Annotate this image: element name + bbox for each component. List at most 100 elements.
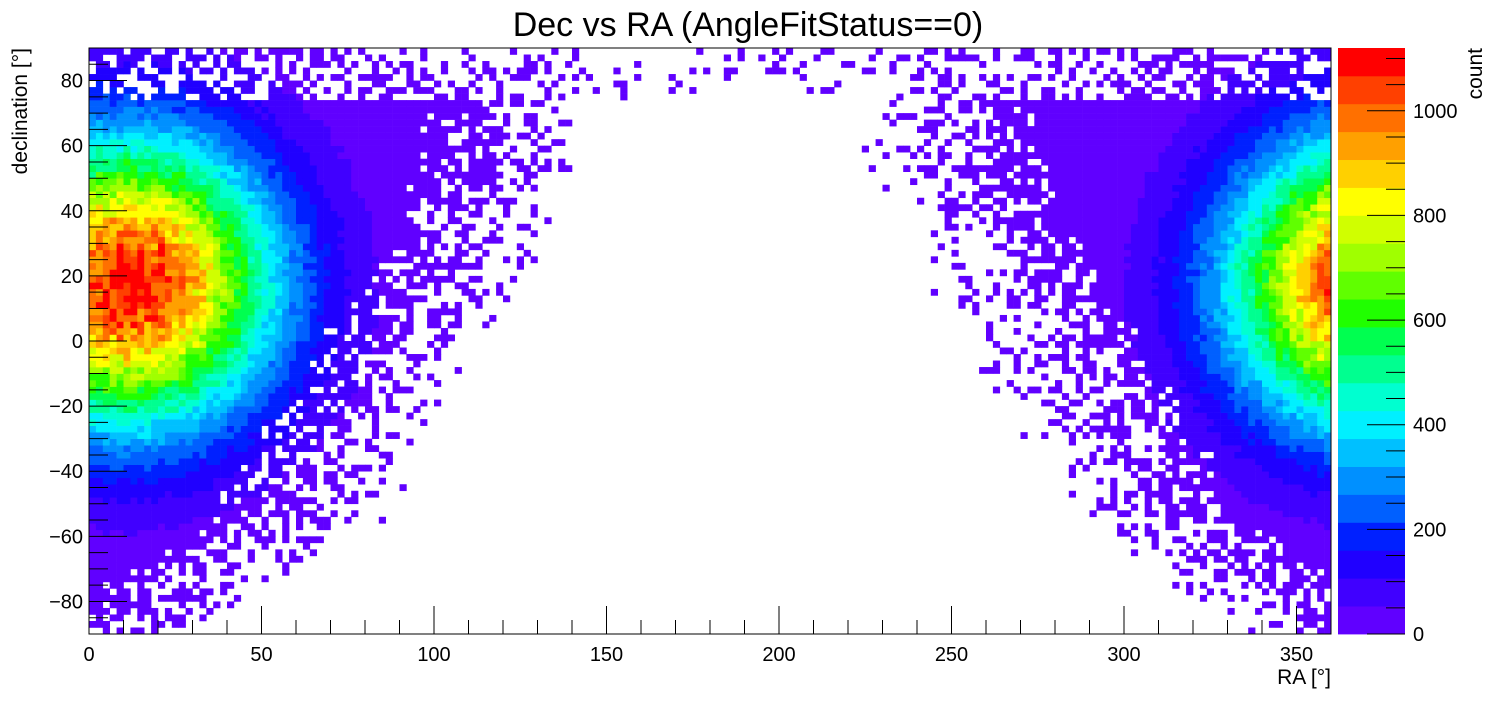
- heatmap-cell: [1096, 425, 1104, 433]
- heatmap-cell: [489, 171, 497, 179]
- heatmap-cell: [289, 230, 297, 238]
- heatmap-cell: [289, 100, 297, 107]
- heatmap-cell: [358, 93, 366, 101]
- heatmap-cell: [158, 399, 166, 407]
- heatmap-cell: [1048, 230, 1056, 238]
- heatmap-cell: [516, 132, 524, 140]
- heatmap-cell: [316, 204, 324, 212]
- heatmap-cell: [1048, 223, 1056, 231]
- heatmap-cell: [95, 406, 104, 413]
- heatmap-cell: [461, 230, 469, 238]
- heatmap-cell: [199, 126, 207, 133]
- heatmap-cell: [123, 445, 131, 452]
- heatmap-cell: [137, 249, 145, 257]
- heatmap-cell: [282, 380, 290, 387]
- heatmap-cell: [972, 171, 980, 179]
- heatmap-cell: [116, 132, 124, 140]
- heatmap-cell: [95, 275, 104, 283]
- heatmap-cell: [1103, 74, 1111, 81]
- heatmap-cell: [158, 451, 166, 459]
- heatmap-cell: [240, 204, 248, 212]
- heatmap-cell: [95, 367, 104, 374]
- heatmap-cell: [344, 145, 352, 153]
- heatmap-cell: [261, 327, 269, 335]
- heatmap-cell: [1068, 399, 1076, 407]
- heatmap-cell: [337, 445, 345, 452]
- heatmap-cell: [358, 171, 366, 179]
- heatmap-cell: [240, 80, 248, 88]
- heatmap-cell: [309, 399, 317, 407]
- heatmap-cell: [337, 158, 345, 166]
- heatmap-cell: [337, 210, 345, 218]
- heatmap-cell: [151, 314, 159, 322]
- heatmap-cell: [254, 282, 262, 290]
- heatmap-cell: [268, 406, 276, 413]
- heatmap-cell: [572, 74, 580, 81]
- heatmap-cell: [240, 386, 248, 394]
- heatmap-cell: [302, 432, 311, 439]
- heatmap-cell: [144, 139, 152, 146]
- heatmap-cell: [185, 54, 193, 62]
- heatmap-cell: [137, 536, 145, 544]
- heatmap-cell: [130, 471, 138, 479]
- heatmap-cell: [233, 295, 242, 303]
- heatmap-cell: [116, 204, 124, 212]
- heatmap-cell: [371, 236, 380, 244]
- heatmap-cell: [247, 145, 255, 153]
- heatmap-cell: [1055, 380, 1063, 387]
- heatmap-cell: [1048, 87, 1056, 94]
- heatmap-cell: [102, 497, 110, 505]
- heatmap-cell: [95, 184, 104, 192]
- heatmap-cell: [1096, 282, 1104, 290]
- heatmap-cell: [164, 314, 173, 322]
- heatmap-cell: [164, 360, 173, 368]
- heatmap-cell: [151, 607, 159, 615]
- heatmap-cell: [240, 178, 248, 186]
- heatmap-cell: [1117, 282, 1125, 290]
- heatmap-cell: [385, 406, 393, 413]
- heatmap-cell: [351, 354, 359, 361]
- heatmap-cell: [1055, 262, 1063, 270]
- heatmap-cell: [296, 327, 304, 335]
- heatmap-cell: [164, 165, 173, 173]
- heatmap-cell: [130, 510, 138, 518]
- heatmap-cell: [378, 360, 386, 368]
- heatmap-cell: [385, 367, 393, 374]
- heatmap-cell: [254, 184, 262, 192]
- heatmap-cell: [302, 74, 311, 81]
- heatmap-cell: [171, 614, 179, 622]
- heatmap-cell: [240, 458, 248, 466]
- heatmap-cell: [178, 301, 186, 309]
- heatmap-cell: [944, 152, 952, 159]
- heatmap-cell: [151, 451, 159, 459]
- heatmap-cell: [351, 217, 359, 225]
- heatmap-cell: [275, 113, 283, 120]
- heatmap-cell: [1151, 256, 1159, 264]
- heatmap-cell: [1124, 295, 1132, 303]
- heatmap-cell: [447, 334, 455, 342]
- heatmap-cell: [992, 93, 1001, 101]
- heatmap-cell: [130, 243, 138, 251]
- heatmap-cell: [482, 236, 490, 244]
- heatmap-cell: [247, 275, 255, 283]
- heatmap-cell: [233, 152, 242, 159]
- heatmap-cell: [930, 106, 938, 114]
- heatmap-cell: [109, 438, 117, 446]
- heatmap-cell: [220, 269, 228, 277]
- heatmap-cell: [1172, 223, 1180, 231]
- heatmap-cell: [116, 373, 124, 381]
- heatmap-cell: [1117, 438, 1125, 446]
- heatmap-cell: [240, 48, 248, 55]
- heatmap-cell: [344, 360, 352, 368]
- heatmap-cell: [365, 308, 373, 316]
- heatmap-cell: [158, 581, 166, 589]
- heatmap-cell: [544, 67, 552, 75]
- heatmap-cell: [116, 568, 124, 576]
- heatmap-cell: [247, 380, 255, 387]
- heatmap-cell: [123, 236, 131, 244]
- heatmap-cell: [1144, 341, 1152, 348]
- heatmap-cell: [1110, 106, 1118, 114]
- heatmap-cell: [130, 308, 138, 316]
- heatmap-cell: [337, 341, 345, 348]
- heatmap-cell: [385, 314, 393, 322]
